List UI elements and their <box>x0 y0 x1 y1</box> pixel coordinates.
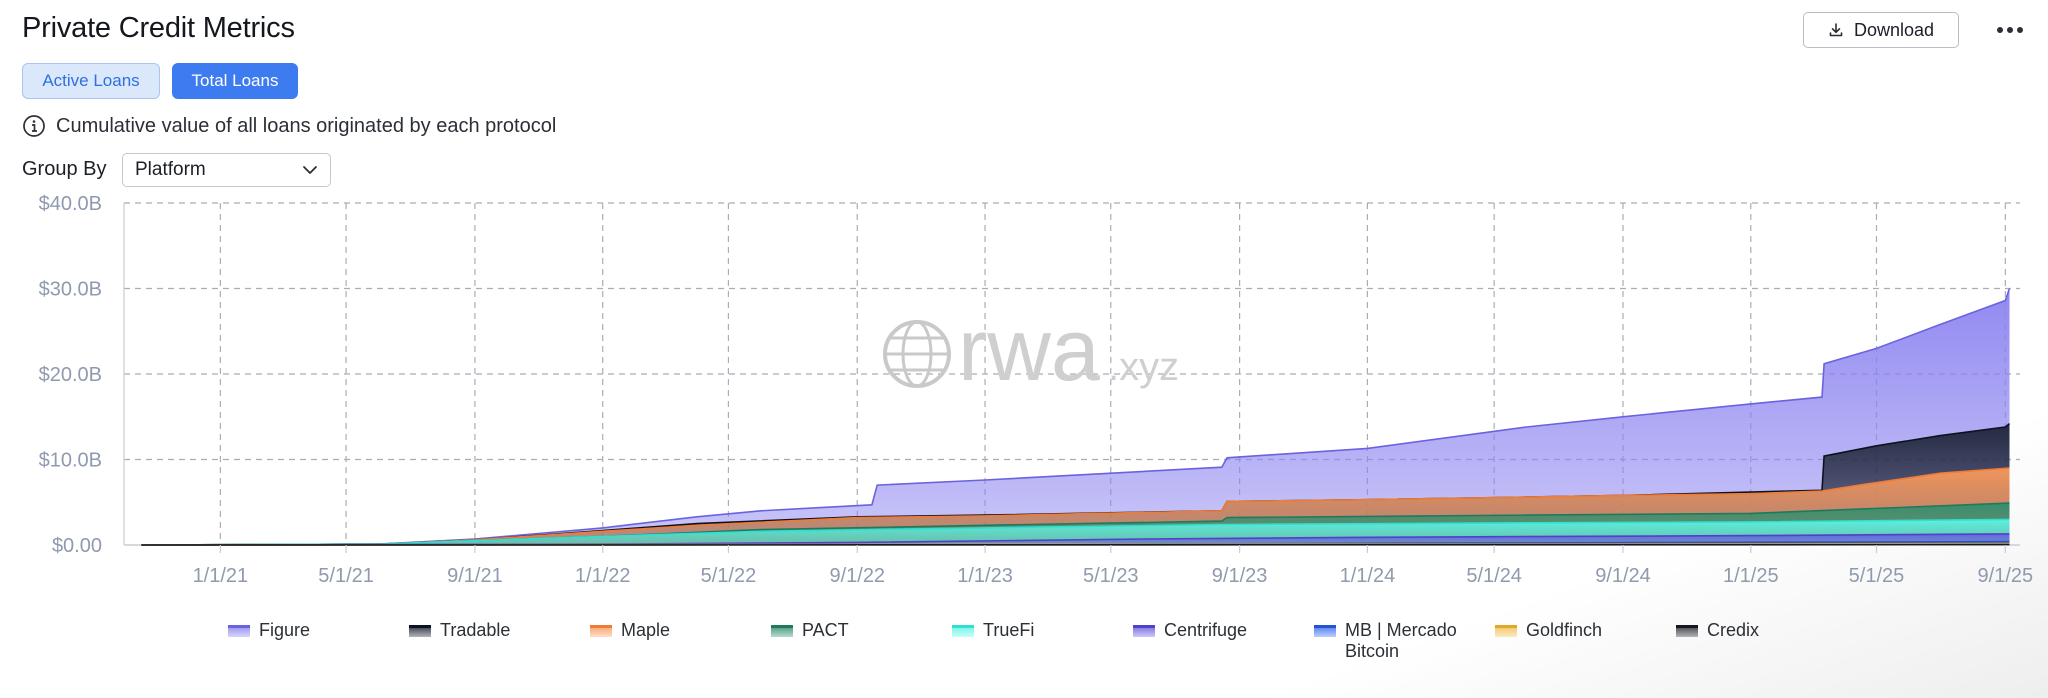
legend-label: Tradable <box>440 620 511 640</box>
legend-swatch <box>1133 625 1155 637</box>
legend-swatch <box>590 625 612 637</box>
x-tick-label: 1/1/24 <box>1340 565 1396 587</box>
legend-item-goldfinch[interactable]: Goldfinch <box>1495 620 1602 641</box>
legend-label: Goldfinch <box>1526 620 1603 640</box>
x-tick-label: 9/1/21 <box>447 565 503 587</box>
legend-item-tradable[interactable]: Tradable <box>409 620 510 641</box>
more-options-button[interactable] <box>1992 14 2028 46</box>
x-tick-label: 5/1/23 <box>1083 565 1139 587</box>
line-maple <box>141 467 2010 546</box>
y-tick-label: $20.0B <box>39 364 102 386</box>
legend-label: Credix <box>1707 620 1760 640</box>
line-figure <box>141 288 2011 546</box>
legend-item-pact[interactable]: PACT <box>771 620 849 641</box>
download-button[interactable]: Download <box>1803 12 1959 48</box>
y-tick-label: $40.0B <box>39 193 102 215</box>
legend-swatch <box>1495 625 1517 637</box>
legend-swatch <box>952 625 974 637</box>
legend-label: TrueFi <box>983 620 1035 640</box>
legend-label: Figure <box>259 620 311 640</box>
chart-description: Cumulative value of all loans originated… <box>22 114 556 138</box>
group-by-label: Group By <box>22 158 107 180</box>
line-truefi <box>141 518 2010 546</box>
legend-item-truefi[interactable]: TrueFi <box>952 620 1034 641</box>
download-button-label: Download <box>1853 19 1935 40</box>
legend-swatch <box>228 625 250 637</box>
x-tick-label: 5/1/21 <box>318 565 374 587</box>
watermark-text: rwa <box>958 300 1100 399</box>
watermark-suffix: .xyz <box>1108 345 1179 389</box>
x-tick-label: 5/1/25 <box>1849 565 1905 587</box>
legend-swatch <box>409 625 431 637</box>
chevron-down-icon <box>303 166 317 174</box>
chart-areas <box>141 288 2011 546</box>
legend-item-centrifuge[interactable]: Centrifuge <box>1133 620 1247 641</box>
x-tick-label: 9/1/24 <box>1595 565 1651 587</box>
tab-total-loans[interactable]: Total Loans <box>172 63 298 99</box>
area-chart: rwa .xyz $0.00 $10.0B $20.0B $30.0B $40.0B 1/… <box>39 193 2034 587</box>
x-tick-label: 9/1/23 <box>1212 565 1268 587</box>
globe-icon <box>883 320 951 388</box>
x-tick-label: 5/1/22 <box>701 565 757 587</box>
legend-label: Maple <box>621 620 671 640</box>
x-tick-label: 1/1/22 <box>575 565 631 587</box>
download-icon <box>1829 23 1843 37</box>
x-tick-label: 9/1/25 <box>1978 565 2034 587</box>
group-by-value: Platform <box>135 159 206 180</box>
page-title: Private Credit Metrics <box>22 12 295 44</box>
x-tick-label: 1/1/21 <box>193 565 249 587</box>
info-icon <box>23 115 45 137</box>
legend-item-maple[interactable]: Maple <box>590 620 670 641</box>
legend-swatch <box>1314 625 1336 637</box>
legend-label: Centrifuge <box>1164 620 1248 640</box>
x-tick-label: 1/1/25 <box>1723 565 1779 587</box>
group-by-select[interactable]: Platform <box>122 153 331 187</box>
area-figure <box>141 288 2010 545</box>
x-tick-label: 1/1/23 <box>957 565 1013 587</box>
x-tick-label: 9/1/22 <box>829 565 885 587</box>
legend-item-mb-mercado-bitcoin[interactable]: MB | Mercado Bitcoin <box>1314 620 1475 662</box>
legend-label: PACT <box>802 620 849 640</box>
tab-active-loans[interactable]: Active Loans <box>22 63 160 99</box>
y-tick-label: $30.0B <box>39 279 102 301</box>
legend-swatch <box>771 625 793 637</box>
y-tick-label: $10.0B <box>39 450 102 472</box>
legend-item-credix[interactable]: Credix <box>1676 620 1759 641</box>
info-text: Cumulative value of all loans originated… <box>56 114 557 137</box>
legend-item-figure[interactable]: Figure <box>228 620 310 641</box>
more-horizontal-icon <box>1997 27 2023 33</box>
legend-swatch <box>1676 625 1698 637</box>
chart-axes: $0.00 $10.0B $20.0B $30.0B $40.0B 1/1/21 5/1/2… <box>39 193 2034 587</box>
watermark: rwa .xyz <box>883 300 1179 399</box>
x-tick-label: 5/1/24 <box>1466 565 1522 587</box>
legend-label: MB | Mercado Bitcoin <box>1345 620 1457 661</box>
y-tick-label: $0.00 <box>52 535 102 557</box>
